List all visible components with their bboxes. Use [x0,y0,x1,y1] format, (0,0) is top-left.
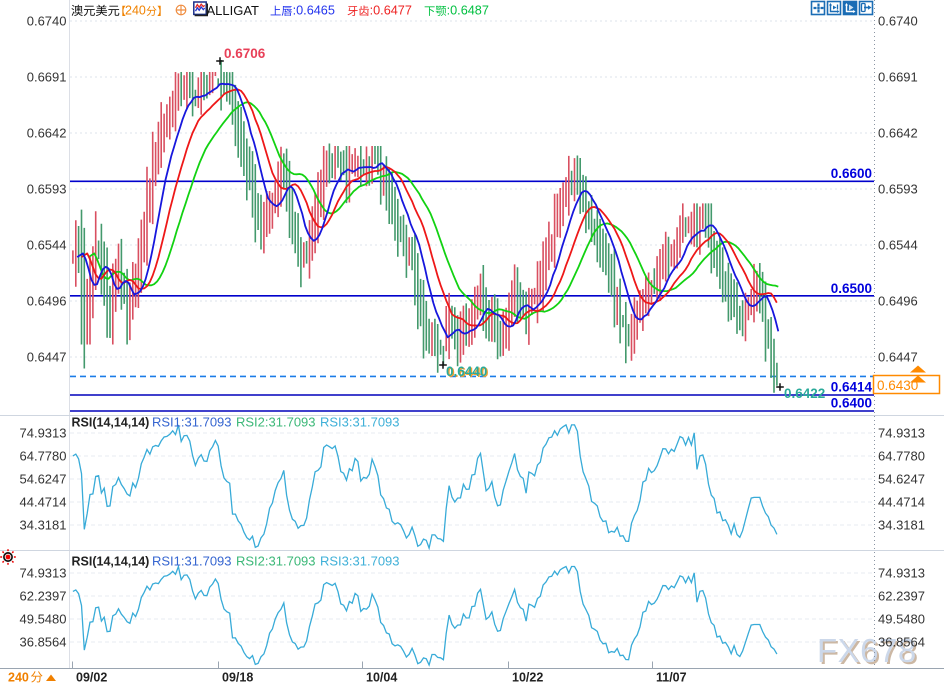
svg-text:0.6430: 0.6430 [877,378,918,393]
svg-text:74.9313: 74.9313 [20,566,67,581]
svg-text:44.4714: 44.4714 [878,495,925,510]
svg-text:FX678: FX678 [817,632,917,669]
svg-text:RSI1:31.7093: RSI1:31.7093 [152,554,232,569]
svg-text:49.5480: 49.5480 [878,612,925,627]
svg-text:RSI(14,14,14): RSI(14,14,14) [72,555,150,569]
svg-text:RSI2:31.7093: RSI2:31.7093 [236,415,316,430]
svg-text:74.9313: 74.9313 [20,426,67,441]
svg-text:0.6740: 0.6740 [27,14,67,29]
svg-text:0.6691: 0.6691 [27,70,67,85]
svg-text:0.6740: 0.6740 [878,14,918,29]
svg-text:RSI(14,14,14): RSI(14,14,14) [72,416,150,430]
svg-text:64.7780: 64.7780 [878,449,925,464]
svg-text:0.6422: 0.6422 [784,386,825,401]
svg-text:0.6496: 0.6496 [27,294,67,309]
svg-text:0.6440: 0.6440 [446,364,487,379]
svg-text:49.5480: 49.5480 [20,612,67,627]
svg-text:0.6400: 0.6400 [831,396,872,411]
svg-text:0.6642: 0.6642 [27,126,67,141]
svg-text:RSI2:31.7093: RSI2:31.7093 [236,554,316,569]
svg-text:54.6247: 54.6247 [878,472,925,487]
svg-text:RSI3:31.7093: RSI3:31.7093 [320,415,400,430]
svg-text:RSI3:31.7093: RSI3:31.7093 [320,554,400,569]
svg-text:240: 240 [8,671,29,685]
svg-text:240: 240 [125,4,146,18]
svg-text:10/22: 10/22 [512,671,543,685]
svg-text:0.6593: 0.6593 [27,182,67,197]
svg-text:64.7780: 64.7780 [20,449,67,464]
svg-text:54.6247: 54.6247 [20,472,67,487]
svg-text:62.2397: 62.2397 [878,589,925,604]
svg-text:ALLIGAT: ALLIGAT [207,3,260,18]
svg-text:0.6593: 0.6593 [878,182,918,197]
svg-text:0.6544: 0.6544 [878,238,918,253]
svg-text:36.8564: 36.8564 [20,635,67,650]
svg-text:0.6447: 0.6447 [878,350,918,365]
svg-text:0.6447: 0.6447 [27,350,67,365]
svg-text:0.6691: 0.6691 [878,70,918,85]
svg-text:62.2397: 62.2397 [20,589,67,604]
svg-text:36.8564: 36.8564 [878,635,925,650]
svg-text:0.6642: 0.6642 [878,126,918,141]
svg-text:0.6440: 0.6440 [447,365,488,380]
svg-text:10/04: 10/04 [366,671,397,685]
svg-text:11/07: 11/07 [656,671,687,685]
svg-text::0.6487: :0.6487 [447,4,489,18]
svg-text:74.9313: 74.9313 [878,426,925,441]
svg-text:09/02: 09/02 [76,671,107,685]
svg-text:09/18: 09/18 [222,671,253,685]
svg-text:34.3181: 34.3181 [878,518,925,533]
svg-text::0.6477: :0.6477 [370,4,412,18]
svg-text:34.3181: 34.3181 [20,518,67,533]
svg-text::0.6465: :0.6465 [293,4,335,18]
svg-text:0.6706: 0.6706 [224,46,266,61]
svg-text:0.6544: 0.6544 [27,238,67,253]
svg-text:RSI1:31.7093: RSI1:31.7093 [152,415,232,430]
svg-text:0.6496: 0.6496 [878,294,918,309]
svg-text:0.6500: 0.6500 [831,281,872,296]
svg-text:74.9313: 74.9313 [878,566,925,581]
svg-text:0.6600: 0.6600 [831,166,872,181]
svg-text:0.6414: 0.6414 [831,380,873,395]
svg-text:44.4714: 44.4714 [20,495,67,510]
